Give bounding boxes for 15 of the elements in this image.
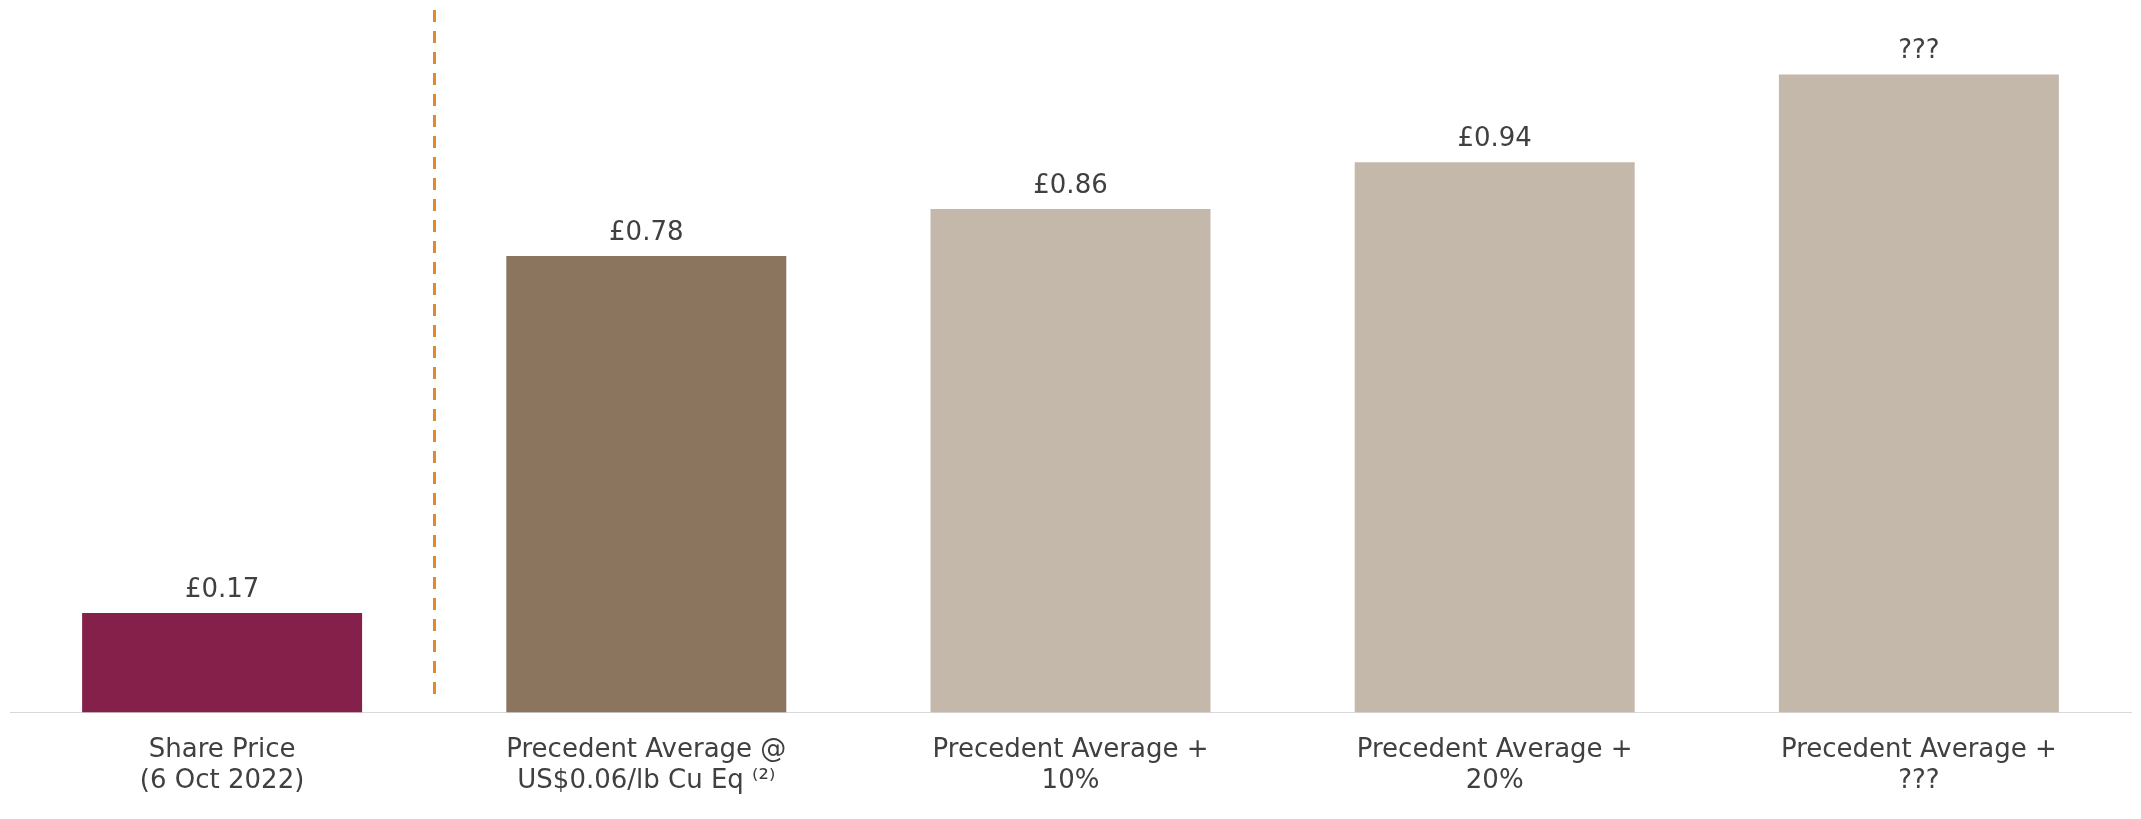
bar xyxy=(1354,162,1635,713)
bar xyxy=(82,613,363,713)
data-label: £0.17 xyxy=(184,572,260,603)
x-tick-label: Precedent Average @ US$0.06/lb Cu Eq ⁽²⁾ xyxy=(506,732,787,795)
x-tick-label: Precedent Average + 10% xyxy=(932,732,1209,795)
x-tick-label: Precedent Average + ??? xyxy=(1780,732,2057,795)
data-label: £0.94 xyxy=(1457,121,1532,152)
bar xyxy=(930,209,1211,713)
bar xyxy=(506,255,787,713)
bar xyxy=(1778,74,2059,713)
x-tick-label: Precedent Average + 20% xyxy=(1356,732,1633,795)
data-label: ??? xyxy=(1898,34,1940,65)
x-tick-label: Share Price (6 Oct 2022) xyxy=(139,732,305,795)
data-label: £0.78 xyxy=(609,215,684,246)
data-label: £0.86 xyxy=(1033,168,1108,199)
